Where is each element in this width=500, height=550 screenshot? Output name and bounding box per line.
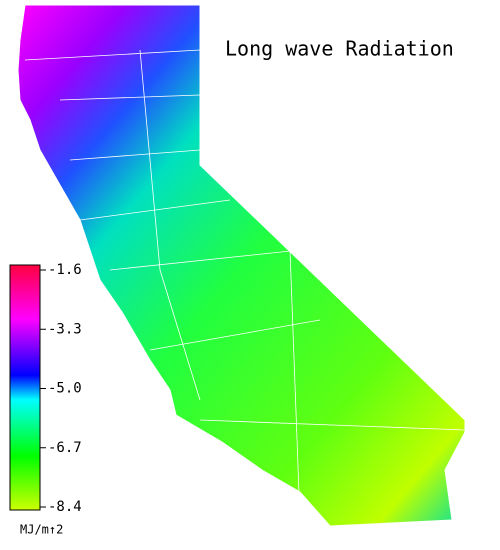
county-lines [24, 49, 466, 521]
colorbar-tick-label: -6.7 [48, 440, 82, 456]
colorbar-unit: MJ/m↑2 [20, 523, 63, 537]
colorbar [9, 264, 41, 511]
colorbar-tick-label: -3.3 [48, 321, 82, 337]
colorbar-tick-label: -1.6 [48, 262, 82, 278]
california-map [17, 4, 466, 527]
map-title: Long wave Radiation [225, 37, 454, 61]
colorbar-tick-label: -5.0 [48, 381, 82, 397]
colorbar-tick-label: -8.4 [48, 499, 82, 515]
